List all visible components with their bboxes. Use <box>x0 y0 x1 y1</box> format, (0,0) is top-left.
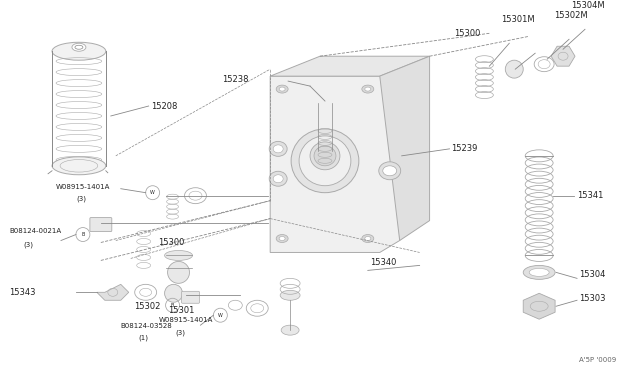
Ellipse shape <box>279 87 285 91</box>
Ellipse shape <box>72 43 86 51</box>
Ellipse shape <box>52 157 106 175</box>
Text: 15239: 15239 <box>451 144 478 153</box>
Ellipse shape <box>280 290 300 300</box>
Polygon shape <box>380 56 429 241</box>
Ellipse shape <box>279 237 285 241</box>
Text: (3): (3) <box>76 195 86 202</box>
Text: 15301: 15301 <box>168 306 195 315</box>
Text: 15304M: 15304M <box>571 1 605 10</box>
Text: W: W <box>150 190 155 195</box>
Ellipse shape <box>314 146 336 166</box>
Text: W08915-1401A: W08915-1401A <box>56 184 110 190</box>
Ellipse shape <box>269 141 287 156</box>
Text: 15302: 15302 <box>134 302 160 311</box>
Text: A'5P '0009: A'5P '0009 <box>579 357 616 363</box>
Text: (3): (3) <box>175 330 186 336</box>
Ellipse shape <box>379 162 401 180</box>
Text: 15208: 15208 <box>150 102 177 110</box>
Text: 15302M: 15302M <box>554 11 588 20</box>
Polygon shape <box>524 293 555 319</box>
Circle shape <box>164 284 182 302</box>
Ellipse shape <box>365 87 371 91</box>
Ellipse shape <box>164 250 193 260</box>
Ellipse shape <box>276 85 288 93</box>
Polygon shape <box>551 46 575 66</box>
Text: (3): (3) <box>23 241 33 248</box>
Ellipse shape <box>310 142 340 170</box>
Text: B: B <box>171 303 174 308</box>
Circle shape <box>168 262 189 283</box>
Text: 15301M: 15301M <box>501 15 535 24</box>
Ellipse shape <box>52 42 106 60</box>
Text: 15238: 15238 <box>222 75 249 84</box>
Text: 15341: 15341 <box>577 191 604 200</box>
FancyBboxPatch shape <box>182 291 200 303</box>
Ellipse shape <box>269 171 287 186</box>
Ellipse shape <box>273 145 283 153</box>
Ellipse shape <box>529 268 549 276</box>
Text: 15303: 15303 <box>579 294 605 303</box>
Polygon shape <box>97 284 129 300</box>
Ellipse shape <box>383 166 397 176</box>
Text: 15343: 15343 <box>9 288 36 297</box>
Ellipse shape <box>365 237 371 241</box>
Text: (1): (1) <box>139 335 148 341</box>
Polygon shape <box>270 56 429 76</box>
Text: W08915-1401A: W08915-1401A <box>159 317 213 323</box>
Ellipse shape <box>299 136 351 186</box>
Polygon shape <box>270 76 400 253</box>
Text: 15304: 15304 <box>579 270 605 279</box>
Ellipse shape <box>281 325 299 335</box>
Text: 15300: 15300 <box>157 238 184 247</box>
Ellipse shape <box>362 85 374 93</box>
Ellipse shape <box>291 129 359 193</box>
Text: 15300: 15300 <box>454 29 481 38</box>
Ellipse shape <box>362 234 374 243</box>
Text: B: B <box>81 232 84 237</box>
Text: B08124-03528: B08124-03528 <box>121 323 173 329</box>
Ellipse shape <box>273 175 283 183</box>
Text: B08124-0021A: B08124-0021A <box>9 228 61 234</box>
Text: 15340: 15340 <box>370 258 396 267</box>
Ellipse shape <box>524 265 555 279</box>
Ellipse shape <box>276 234 288 243</box>
Ellipse shape <box>75 45 83 49</box>
FancyBboxPatch shape <box>90 218 112 231</box>
Circle shape <box>506 60 524 78</box>
Text: W: W <box>218 313 223 318</box>
